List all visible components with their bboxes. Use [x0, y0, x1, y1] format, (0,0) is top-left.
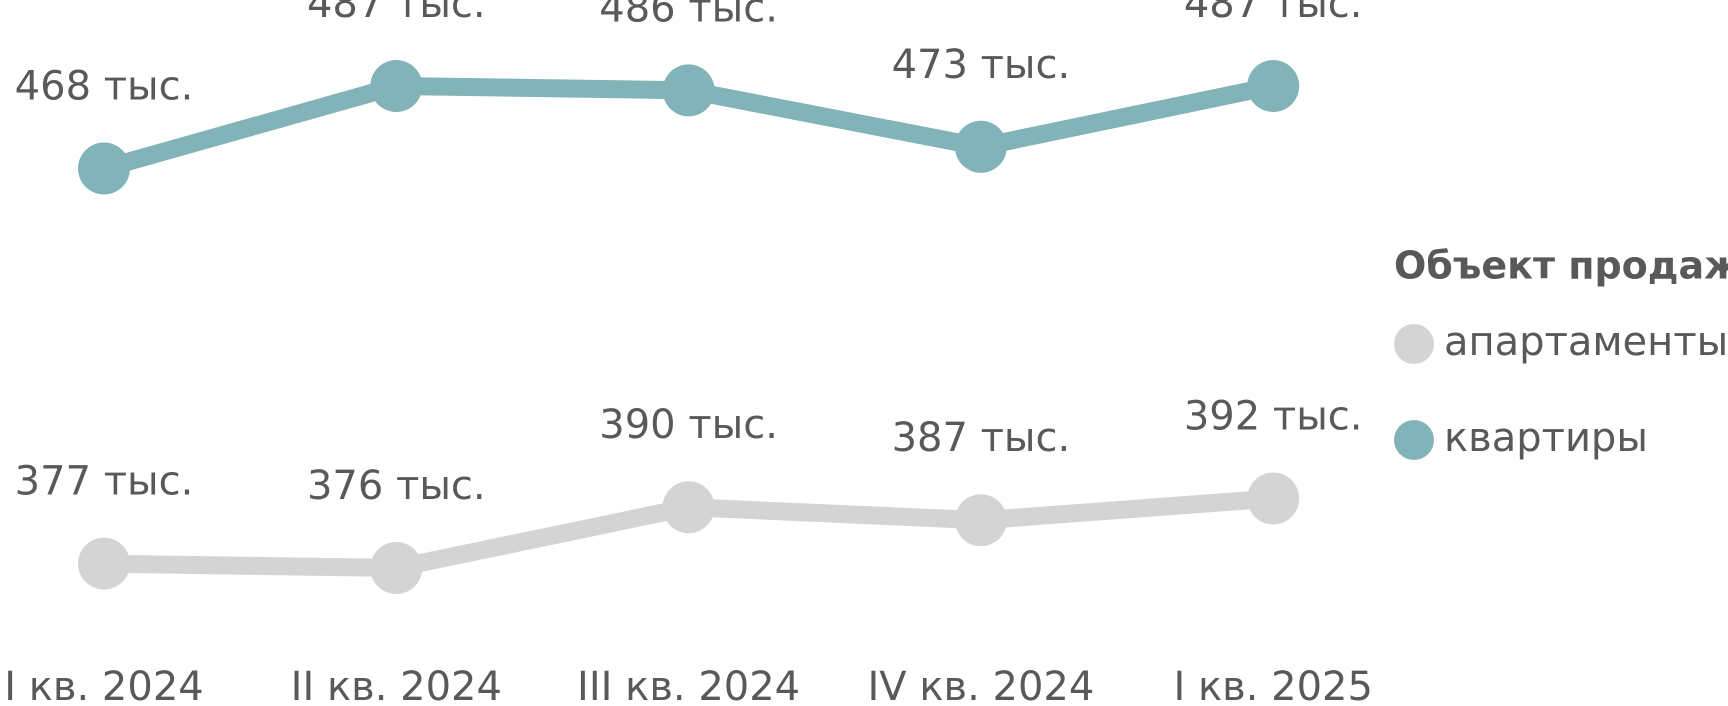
- point-marker: [662, 64, 715, 117]
- point-marker: [370, 60, 423, 112]
- data-label: 486 тыс.: [599, 0, 778, 31]
- data-label: 487 тыс.: [1184, 0, 1363, 27]
- x-tick-label: II кв. 2024: [291, 664, 502, 706]
- point-marker: [662, 481, 715, 534]
- point-marker: [78, 142, 130, 195]
- data-label: 473 тыс.: [892, 42, 1071, 88]
- data-label: 392 тыс.: [1184, 394, 1363, 440]
- point-marker: [954, 120, 1007, 173]
- legend-label: квартиры: [1444, 415, 1648, 461]
- x-tick-label: I кв. 2025: [1173, 664, 1372, 706]
- legend-swatch: [1394, 420, 1434, 460]
- point-marker: [1247, 472, 1300, 525]
- data-label: 487 тыс.: [307, 0, 486, 27]
- point-marker: [1247, 60, 1300, 112]
- legend-title: Объект продаж: [1394, 244, 1728, 288]
- x-tick-label: III кв. 2024: [577, 664, 800, 706]
- point-marker: [78, 537, 130, 590]
- data-label: 377 тыс.: [15, 459, 194, 505]
- point-marker: [370, 542, 423, 594]
- x-tick-label: I кв. 2024: [4, 664, 203, 706]
- legend-label: апартаменты: [1444, 319, 1728, 365]
- legend-swatch: [1394, 324, 1434, 364]
- data-label: 387 тыс.: [892, 415, 1071, 461]
- point-marker: [954, 494, 1007, 547]
- x-tick-label: IV кв. 2024: [867, 664, 1094, 706]
- data-label: 468 тыс.: [15, 64, 194, 110]
- data-label: 376 тыс.: [307, 463, 486, 509]
- data-label: 390 тыс.: [599, 402, 778, 448]
